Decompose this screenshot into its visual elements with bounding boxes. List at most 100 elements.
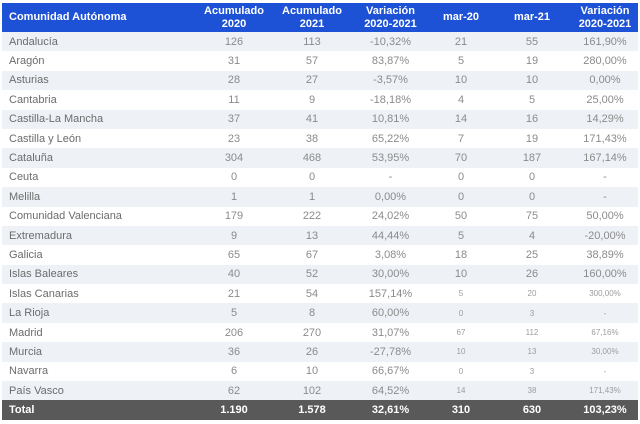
column-header-variacion-mensual: Variación 2020-2021: [572, 3, 638, 32]
table-row: Murcia 36 26 -27,78% 10 13 30,00%: [2, 342, 638, 362]
table-row: Islas Canarias 21 54 157,14% 5 20 300,00%: [2, 284, 638, 304]
value-cell: 10: [456, 347, 466, 357]
region-name-cell: Galicia: [9, 248, 43, 261]
value-cell: -: [603, 366, 607, 376]
table-row: Aragón 31 57 83,87% 5 19 280,00%: [2, 51, 638, 71]
value-cell: 3: [529, 308, 535, 318]
value-cell: 0,00%: [374, 190, 407, 203]
value-cell: 19: [525, 132, 539, 145]
value-cell: 167,14%: [583, 152, 627, 165]
value-cell: 5: [230, 307, 238, 320]
value-cell: 44,44%: [371, 229, 410, 242]
value-cell: 7: [457, 132, 465, 145]
value-cell: 160,00%: [583, 268, 627, 281]
value-cell: 21: [227, 287, 241, 300]
value-cell: 126: [224, 35, 244, 48]
total-value-cell: 310: [430, 400, 492, 421]
total-row: Total 1.190 1.578 32,61% 310 630 103,23%: [2, 400, 638, 421]
value-cell: 83,87%: [371, 55, 410, 68]
value-cell: -: [388, 171, 393, 184]
value-cell: 25,00%: [586, 93, 624, 106]
value-cell: 23: [227, 132, 241, 145]
region-name-cell: Extremadura: [9, 229, 72, 242]
value-cell: 222: [302, 210, 322, 223]
table-row: País Vasco 62 102 64,52% 14 38 171,43%: [2, 381, 638, 401]
value-cell: 206: [224, 326, 244, 339]
value-cell: 10: [454, 74, 468, 87]
value-cell: 38: [527, 386, 537, 396]
column-header-variacion-acumulado: Variación 2020-2021: [351, 3, 430, 32]
value-cell: 10: [454, 268, 468, 281]
total-value-cell: 32,61%: [351, 400, 430, 421]
value-cell: 0: [457, 171, 465, 184]
table-row: Castilla-La Mancha 37 41 10,81% 14 16 14,29%: [2, 109, 638, 129]
value-cell: 36: [227, 345, 241, 358]
value-cell: 24,02%: [371, 210, 410, 223]
region-name-cell: Castilla-La Mancha: [9, 113, 104, 126]
region-data-table: Comunidad Autónoma Acumulado 2020 Acumul…: [2, 3, 638, 421]
region-name-cell: Asturias: [9, 74, 49, 87]
value-cell: 0: [458, 366, 464, 376]
table-row: Islas Baleares 40 52 30,00% 10 26 160,00%: [2, 264, 638, 285]
total-value-cell: 1.190: [195, 400, 273, 421]
value-cell: 179: [224, 210, 244, 223]
value-cell: 9: [308, 93, 316, 106]
value-cell: 57: [305, 55, 319, 68]
column-header-mar-20: mar-20: [430, 3, 492, 32]
table-row: Ceuta 0 0 - 0 0 -: [2, 167, 638, 188]
value-cell: 16: [525, 113, 539, 126]
table-header: Comunidad Autónoma Acumulado 2020 Acumul…: [2, 3, 638, 32]
value-cell: 113: [303, 35, 321, 48]
value-cell: -: [603, 190, 607, 203]
value-cell: 38,89%: [586, 248, 624, 261]
value-cell: 65,22%: [371, 132, 410, 145]
region-name-cell: Castilla y León: [9, 132, 82, 145]
value-cell: -18,18%: [370, 93, 411, 106]
region-name-cell: Cataluña: [9, 152, 54, 165]
value-cell: 30,00%: [371, 268, 410, 281]
value-cell: 6: [230, 365, 238, 378]
value-cell: 13: [527, 347, 537, 357]
value-cell: 0: [308, 171, 316, 184]
table-row: Castilla y León 23 38 65,22% 7 19 171,43%: [2, 128, 638, 149]
region-name-cell: Aragón: [9, 55, 45, 68]
value-cell: 0: [457, 190, 465, 203]
value-cell: 60,00%: [371, 307, 410, 320]
value-cell: -20,00%: [584, 229, 626, 242]
column-header-comunidad: Comunidad Autónoma: [2, 3, 195, 32]
value-cell: 14: [456, 386, 466, 396]
column-header-acumulado-2021: Acumulado 2021: [273, 3, 351, 32]
value-cell: 0,00%: [589, 74, 621, 87]
value-cell: 41: [305, 113, 319, 126]
value-cell: 26: [305, 345, 319, 358]
total-value-cell: 1.578: [273, 400, 351, 421]
region-name-cell: Ceuta: [9, 171, 39, 184]
table-row: Cantabria 11 9 -18,18% 4 5 25,00%: [2, 90, 638, 110]
value-cell: 54: [305, 287, 319, 300]
value-cell: 1: [308, 190, 316, 203]
region-name-cell: Navarra: [9, 365, 49, 378]
total-label: Total: [2, 400, 195, 421]
region-name-cell: Cantabria: [9, 93, 57, 106]
value-cell: 270: [302, 326, 322, 339]
table-row: Melilla 1 1 0,00% 0 0 -: [2, 187, 638, 207]
table-row: Extremadura 9 13 44,44% 5 4 -20,00%: [2, 225, 638, 246]
region-name-cell: Andalucía: [9, 35, 58, 48]
value-cell: 19: [525, 55, 539, 68]
region-name-cell: Murcia: [9, 345, 43, 358]
header-row: Comunidad Autónoma Acumulado 2020 Acumul…: [2, 3, 638, 32]
value-cell: 8: [308, 307, 316, 320]
value-cell: 64,52%: [371, 384, 410, 397]
value-cell: 67: [456, 328, 466, 338]
value-cell: 171,43%: [589, 386, 621, 396]
table-row: La Rioja 5 8 60,00% 0 3 -: [2, 303, 638, 323]
table-row: Galicia 65 67 3,08% 18 25 38,89%: [2, 245, 638, 265]
value-cell: 10,81%: [371, 113, 410, 126]
value-cell: 3: [529, 366, 535, 376]
table-row: Comunidad Valenciana 179 222 24,02% 50 75 50,0…: [2, 206, 638, 226]
region-name-cell: Melilla: [9, 190, 41, 203]
value-cell: 0: [230, 171, 238, 184]
value-cell: 31: [227, 55, 241, 68]
value-cell: 5: [528, 93, 536, 106]
